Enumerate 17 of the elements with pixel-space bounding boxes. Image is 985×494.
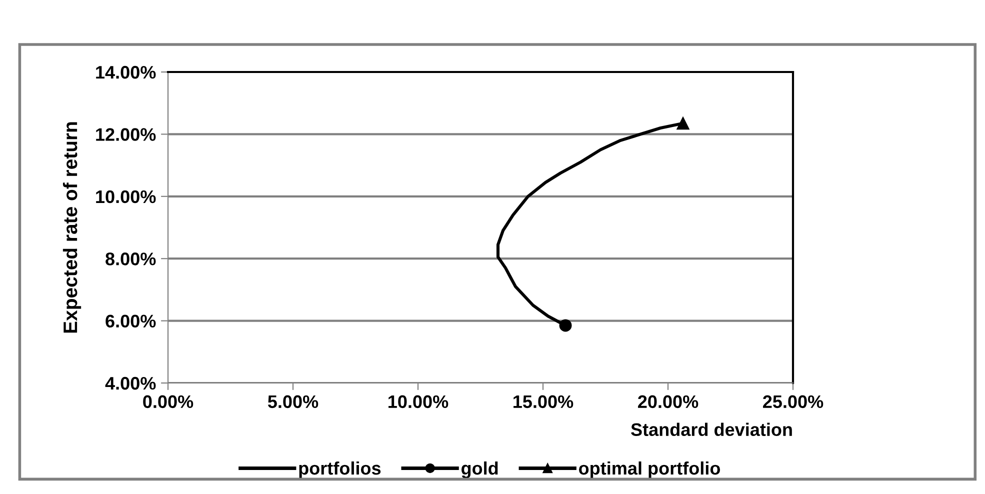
x-tick-label: 10.00%: [388, 395, 448, 408]
y-tick-label: 6.00%: [106, 314, 156, 328]
y-tick-label: 8.00%: [106, 252, 156, 266]
y-tick-label: 10.00%: [96, 190, 156, 204]
x-tick-label: 5.00%: [268, 395, 318, 408]
y-tick-label: 4.00%: [105, 376, 156, 390]
y-tick-label: 12.00%: [96, 128, 156, 141]
x-tick-label: 20.00%: [638, 395, 698, 408]
legend-label: optimal portfolio: [579, 461, 720, 478]
y-tick-label: 14.00%: [96, 66, 156, 79]
legend-label: portfolios: [299, 461, 381, 478]
y-axis-title: Expected rate of return: [62, 122, 82, 333]
x-tick-label: 15.00%: [514, 395, 574, 408]
x-axis-title: Standard deviation: [631, 422, 792, 436]
x-tick-label: 25.00%: [763, 395, 824, 408]
x-tick-label: 0.00%: [143, 395, 194, 408]
legend-label: gold: [461, 461, 498, 478]
